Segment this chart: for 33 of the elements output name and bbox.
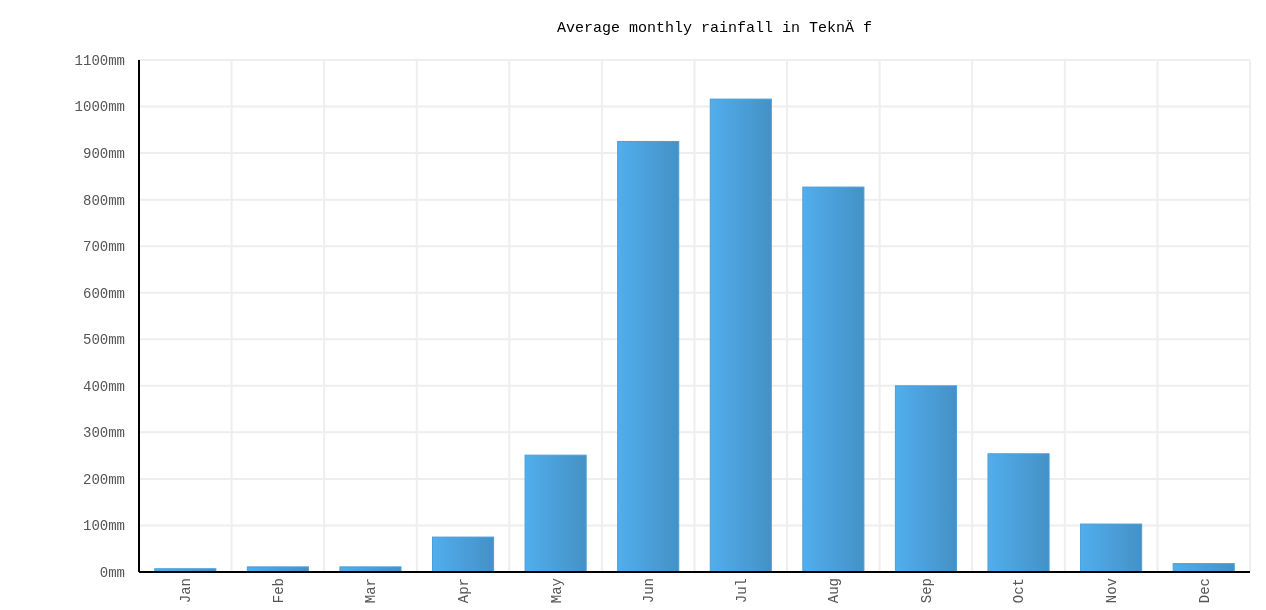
x-tick-label: Mar <box>363 578 380 604</box>
x-tick-label: Jun <box>641 578 658 604</box>
x-tick-label: Jan <box>178 578 195 604</box>
chart-title: Average monthly rainfall in TeknÄ f <box>556 19 873 37</box>
x-tick-label: Aug <box>826 578 843 604</box>
x-tick-label: Dec <box>1196 578 1213 604</box>
y-tick-label: 800mm <box>82 192 125 209</box>
bar <box>1080 523 1143 573</box>
bar <box>987 453 1050 573</box>
x-tick-label: Sep <box>918 578 935 604</box>
x-tick-label: Nov <box>1104 578 1121 604</box>
x-tick-label: May <box>548 578 565 604</box>
y-tick-label: 0mm <box>99 564 125 581</box>
x-tick-label: Apr <box>455 578 472 604</box>
bar <box>894 385 958 573</box>
x-tick-label: Feb <box>270 578 287 604</box>
y-tick-label: 1000mm <box>74 99 125 116</box>
y-tick-label: 700mm <box>82 239 125 256</box>
bar <box>524 454 587 573</box>
y-tick-label: 600mm <box>82 285 125 302</box>
bar <box>431 536 495 573</box>
x-tick-label: Oct <box>1011 578 1028 604</box>
bar <box>617 140 680 573</box>
y-tick-label: 900mm <box>82 145 125 162</box>
y-tick-label: 500mm <box>82 332 125 349</box>
y-tick-label: 400mm <box>82 378 125 395</box>
y-tick-label: 100mm <box>82 518 125 535</box>
y-tick-label: 1100mm <box>74 52 125 69</box>
bar <box>709 98 772 573</box>
y-tick-label: 300mm <box>82 425 125 442</box>
bar <box>802 186 865 573</box>
y-tick-label: 200mm <box>82 471 125 488</box>
x-tick-label: Jul <box>733 578 750 604</box>
